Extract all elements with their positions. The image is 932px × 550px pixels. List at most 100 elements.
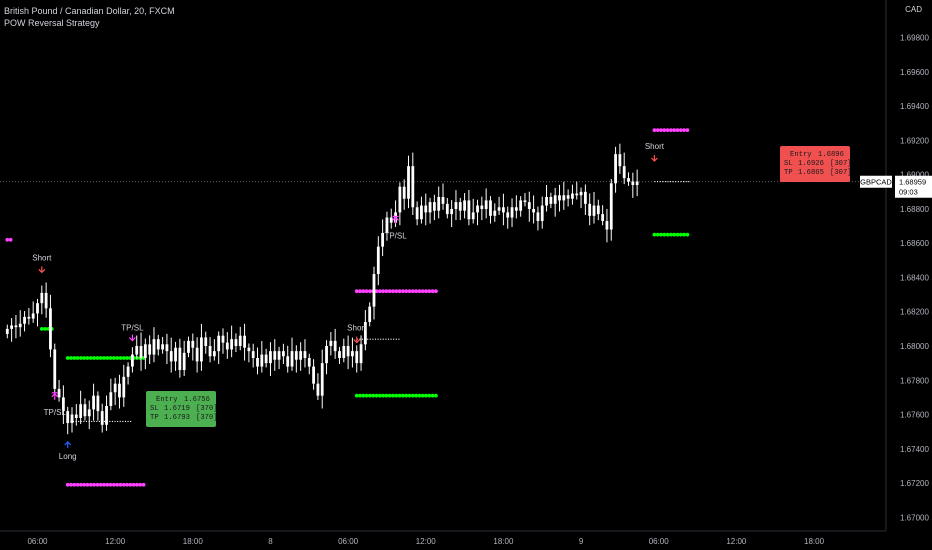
candle-body [514,207,518,211]
candle-body [18,323,22,328]
entry-level-dot [119,420,121,422]
entry-level-dot [683,181,685,183]
stop-level-dot [361,289,366,294]
arrow-down-icon [353,339,361,344]
candle-body [260,354,264,367]
candle-body [178,347,182,370]
candle-body [100,411,104,425]
entry-level-dot [83,420,85,422]
candle-body [182,352,186,370]
entry-level-dot [117,420,119,422]
candle-body [445,203,449,215]
symbol-title[interactable]: British Pound / Canadian Dollar, 20, FXC… [4,6,175,16]
trade-info-boxes: Entry 1.6756 SL 1.6719 [370] TP 1.6793 [370] Ent… [146,146,852,427]
tp-label: TP [150,414,159,422]
short-trade-box [780,146,850,182]
candle-body [40,292,44,304]
target-level-dot [92,356,96,360]
target-level-dot [354,393,359,398]
candle-body [31,313,35,319]
candle-body [407,166,410,199]
tp-value: 1.6793 [164,414,190,422]
candle-body [303,351,307,358]
entry-level-dot [78,420,80,422]
candle-body [325,346,328,364]
target-level-dot [678,232,683,237]
stop-level-dot [85,482,90,487]
stop-level-dot [135,482,139,487]
entry-value: 1.6896 [818,151,844,159]
candle-body [558,195,561,201]
stop-level-dot [434,289,438,294]
stop-level-dot [5,237,10,242]
candle-body [152,339,156,355]
candle-body [212,351,216,357]
target-level-dot [102,356,106,360]
candle-body [402,186,406,199]
stop-level-dot [65,482,70,487]
indicator-name[interactable]: POW Reversal Strategy [4,18,100,28]
target-level-dot [424,393,428,398]
price-axis[interactable]: 1.67000 1.67200 1.67400 1.67600 1.67800 1.680… [885,0,929,531]
stop-level-dot [111,482,116,487]
tp-value: 1.6865 [798,169,824,177]
candle-body [519,200,523,211]
candle-body [571,193,574,199]
stop-level-dot [364,289,369,294]
candle-body [355,351,359,364]
stop-level-dot [131,482,136,487]
candle-body [381,232,385,247]
target-level-dot [662,232,667,237]
stop-level-dot [404,289,409,294]
candle-body [333,340,337,352]
entry-level-dot [80,420,82,422]
candle-body [61,397,65,412]
target-level-dot [82,356,87,360]
stop-level-dot [678,128,683,133]
target-level-dot [115,356,120,360]
stop-level-dot [410,289,415,294]
entry-level-dot [380,338,382,340]
time-axis[interactable]: 06:00 12:00 18:00 8 06:00 12:00 18:00 9 06:00 12:… [0,530,886,546]
target-level-dot [72,356,77,360]
candle-body [415,207,419,220]
candle-body [256,357,259,367]
entry-label: Entry [790,151,812,159]
target-level-dot [414,393,419,398]
candle-body [342,346,346,358]
candle-body [251,351,255,358]
candle-body [476,205,479,213]
y-tick-label: 1.69600 [900,68,929,77]
entry-level-dot [685,181,687,183]
tp-pips: [370] [196,414,218,422]
candle-body [588,203,592,216]
stop-level-dot [420,289,425,294]
symbol-tag-text: GBPCAD [860,178,892,187]
entry-level-dot [72,420,74,422]
entry-level-dot [393,338,395,340]
arrow-up-icon [392,216,399,221]
stop-level-dot [384,289,389,294]
x-tick-label: 06:00 [338,537,359,546]
signal-label: Short [32,253,52,262]
stop-level-dot [82,482,87,487]
candle-body [74,414,78,418]
candle-body [277,351,281,360]
stop-level-dot [125,482,129,487]
stop-level-dot [95,482,100,487]
candle-body [420,205,423,220]
candle-body [484,200,488,209]
candle-body [385,217,389,233]
candle-body [148,344,152,355]
stop-level-dot [424,289,428,294]
stop-level-dot [659,128,663,133]
candle-body [601,214,605,221]
y-tick-label: 1.68400 [900,273,929,282]
candle-body [195,347,199,362]
candle-body [118,383,121,398]
stop-level-dot [121,482,126,487]
candle-body [66,411,70,424]
candle-body [281,351,285,357]
entry-level-dot [359,338,361,340]
